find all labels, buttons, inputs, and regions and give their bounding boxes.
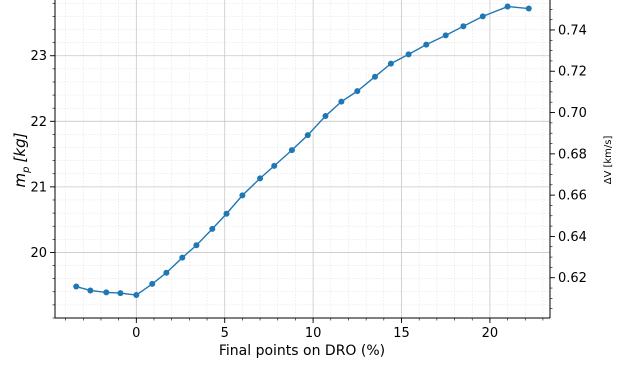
labels-layer: Final points on DRO (%) mp [kg] ΔV [km/s]	[11, 132, 614, 359]
y-left-tick-label: 22	[30, 115, 47, 130]
data-point	[442, 32, 449, 39]
data-point	[304, 132, 311, 139]
data-point	[354, 88, 361, 95]
x-tick-label: 20	[482, 326, 499, 341]
grid-layer	[55, 0, 550, 319]
axes-layer: 0 5 10 15 20 20 21 22 23 0.62 0.64 0.66 0.68 0.70 0.72…	[30, 0, 587, 341]
data-point	[479, 13, 486, 20]
y-left-axis-subscript: p	[21, 166, 32, 173]
y-right-tick-label: 0.62	[558, 271, 587, 286]
data-point	[322, 113, 329, 120]
data-point	[405, 51, 412, 58]
x-tick-label: 15	[393, 326, 410, 341]
y-right-tick-label: 0.70	[558, 106, 587, 121]
x-tick-label: 0	[132, 326, 140, 341]
data-point	[133, 292, 140, 299]
y-left-tick-label: 20	[30, 246, 47, 261]
x-tick-label: 5	[221, 326, 229, 341]
data-point	[163, 269, 170, 276]
y-right-axis-title: ΔV [km/s]	[603, 136, 614, 185]
series-line	[76, 5, 529, 296]
data-point	[87, 287, 94, 294]
x-tick-label: 10	[305, 326, 322, 341]
data-point	[387, 60, 394, 67]
data-point	[179, 254, 186, 261]
y-left-axis-symbol: m	[11, 173, 29, 188]
data-point	[271, 162, 278, 169]
data-point	[103, 289, 110, 296]
y-right-tick-label: 0.74	[558, 23, 587, 38]
data-point	[460, 23, 467, 30]
y-left-tick-label: 23	[30, 49, 47, 64]
data-point	[239, 192, 246, 199]
data-point	[193, 242, 200, 249]
data-point	[257, 175, 264, 182]
data-point	[117, 290, 124, 297]
data-point	[504, 3, 511, 10]
y-left-axis-title: mp [kg]	[11, 132, 32, 187]
data-point	[423, 41, 430, 48]
y-left-axis-unit: [kg]	[11, 132, 29, 162]
y-left-tick-label: 21	[30, 180, 47, 195]
data-point	[371, 73, 378, 80]
x-axis-title: Final points on DRO (%)	[219, 343, 385, 359]
data-point	[73, 283, 80, 290]
data-point	[288, 147, 295, 154]
series-layer	[73, 3, 532, 299]
y-right-tick-label: 0.64	[558, 230, 587, 245]
data-point	[209, 225, 216, 232]
y-right-tick-label: 0.68	[558, 147, 587, 162]
data-point	[525, 5, 532, 12]
y-right-tick-label: 0.66	[558, 189, 587, 204]
data-point	[223, 210, 230, 217]
data-point	[149, 280, 156, 287]
y-right-tick-label: 0.72	[558, 65, 587, 80]
data-point	[338, 98, 345, 105]
